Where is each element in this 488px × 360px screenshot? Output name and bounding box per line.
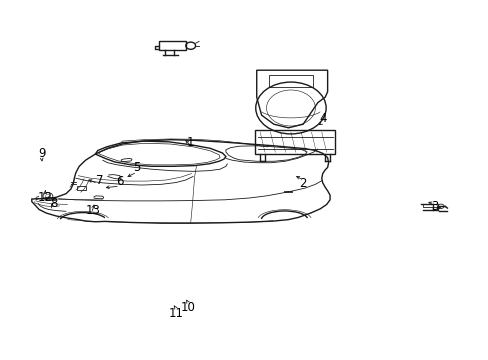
Bar <box>422 204 437 207</box>
Text: 3: 3 <box>430 201 438 213</box>
Text: 9: 9 <box>38 147 45 159</box>
Text: 12: 12 <box>38 191 52 204</box>
Text: 4: 4 <box>318 112 326 125</box>
Bar <box>77 186 86 190</box>
Bar <box>268 75 312 87</box>
Text: 10: 10 <box>181 301 195 314</box>
Text: 1: 1 <box>186 136 194 149</box>
Text: 11: 11 <box>168 307 183 320</box>
Text: 5: 5 <box>133 161 141 174</box>
Text: 2: 2 <box>299 177 306 190</box>
Text: 13: 13 <box>85 204 100 217</box>
Text: 7: 7 <box>96 174 104 186</box>
Bar <box>159 41 185 50</box>
Text: 8: 8 <box>50 197 58 210</box>
Text: 6: 6 <box>116 175 123 188</box>
